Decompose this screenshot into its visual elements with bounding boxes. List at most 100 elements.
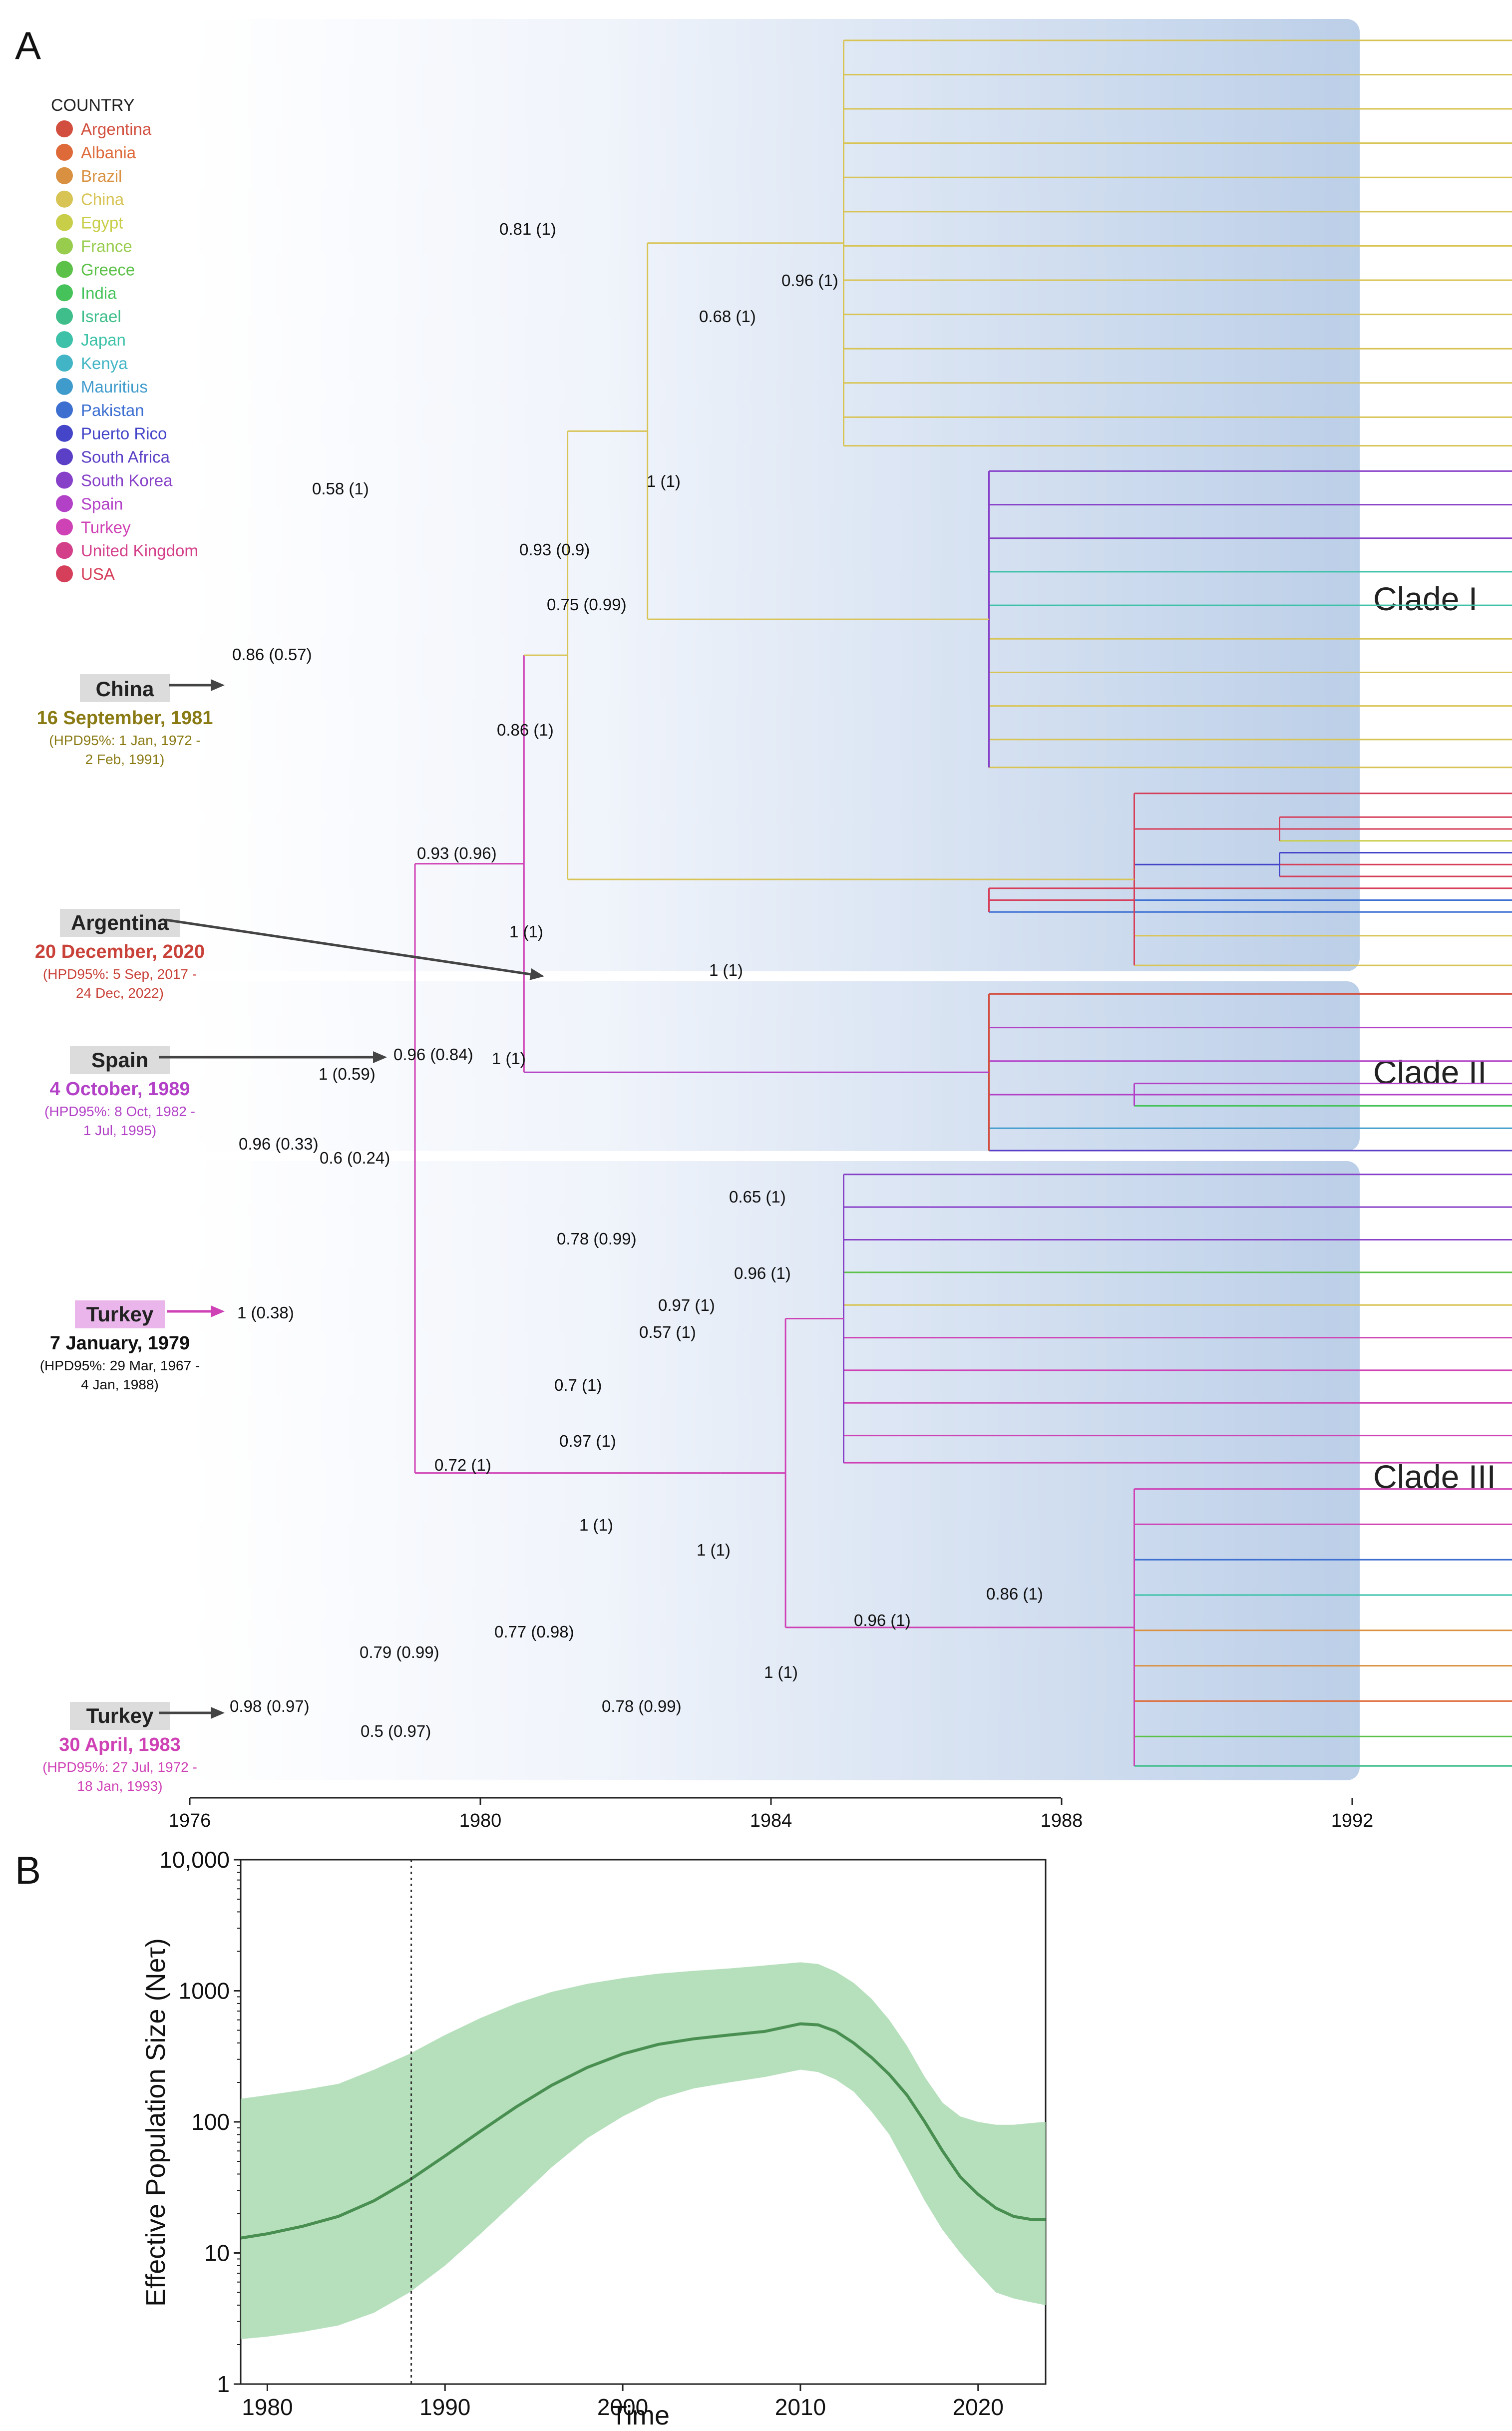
node-support-label: 0.96 (1)	[854, 1611, 911, 1629]
chart-x-ticks: 1980 1990 2000 2010 2020	[242, 2384, 1004, 2420]
country-legend: COUNTRY Argentina Albania Brazil China Egypt…	[51, 96, 198, 583]
node-support-label: 0.57 (1)	[639, 1323, 696, 1341]
callout-box	[70, 1702, 170, 1730]
panel-label-a: A	[15, 23, 41, 67]
callout-arrow-head	[373, 1051, 387, 1063]
chart-x-tick-label: 2020	[953, 2394, 1004, 2420]
chart-y-tick-label: 1	[217, 2371, 230, 2397]
legend-swatch	[56, 167, 73, 184]
callout-hpd-line-2: 1 Jul, 1995)	[83, 1123, 156, 1138]
callout-box	[70, 1046, 170, 1074]
node-support-label: 0.79 (0.99)	[360, 1643, 439, 1661]
node-support-label: 1 (1)	[579, 1516, 613, 1534]
legend-swatch	[56, 355, 73, 372]
node-support-label: 1 (0.59)	[319, 1065, 376, 1083]
legend-swatch	[56, 214, 73, 231]
callout-box	[75, 1300, 165, 1328]
clade-2-label: Clade II	[1373, 1054, 1487, 1091]
legend-label: India	[81, 284, 117, 302]
legend-items: Argentina Albania Brazil China Egypt France Gr…	[56, 120, 198, 583]
callout-hpd-line-2: 2 Feb, 1991)	[85, 752, 165, 767]
population-size-chart: 1 10 100 1000 10,000 1980 1990 2000 2010 2020 Ti…	[141, 1847, 1047, 2431]
node-support-label: 0.6 (0.24)	[320, 1149, 390, 1167]
node-support-label: 0.96 (0.33)	[239, 1135, 319, 1153]
chart-x-tick-label: 1990	[419, 2394, 470, 2420]
legend-swatch	[56, 401, 73, 418]
legend-swatch	[56, 237, 73, 255]
date-callouts: China 16 September, 1981 (HPD95%: 1 Jan, 1…	[35, 674, 544, 1794]
tree-axis-tick-label: 1992	[1331, 1810, 1374, 1831]
node-support-label: 0.58 (1)	[312, 479, 369, 498]
legend-swatch	[56, 331, 73, 349]
chart-y-axis-title: Effective Population Size (Neτ)	[141, 1938, 171, 2307]
node-support-label: 0.86 (1)	[986, 1585, 1043, 1603]
legend-label: Turkey	[81, 518, 131, 536]
date-callout: China 16 September, 1981 (HPD95%: 1 Jan, 1…	[37, 674, 225, 767]
legend-swatch	[56, 518, 73, 536]
node-support-label: 0.78 (0.99)	[557, 1229, 637, 1248]
legend-label: South Korea	[81, 471, 173, 490]
callout-name: Spain	[91, 1048, 148, 1072]
node-support-label: 0.75 (0.99)	[547, 595, 627, 614]
chart-y-tick-label: 10	[204, 2240, 230, 2266]
legend-swatch	[56, 308, 73, 325]
tree-branches	[414, 39, 1512, 1767]
node-support-label: 0.72 (1)	[434, 1456, 491, 1474]
legend-label: Pakistan	[81, 401, 144, 419]
callout-hpd-line-1: (HPD95%: 8 Oct, 1982 -	[44, 1104, 195, 1119]
legend-label: Puerto Rico	[81, 424, 167, 443]
node-support-label: 1 (1)	[764, 1663, 798, 1681]
tree-axis-ticks: 1976198019841988199219962000200420082012…	[169, 1798, 1374, 1831]
legend-swatch	[56, 261, 73, 278]
tree-axis-tick-label: 1984	[750, 1810, 792, 1831]
node-support-label: 1 (0.38)	[237, 1303, 294, 1322]
date-callout: Spain 4 October, 1989 (HPD95%: 8 Oct, 1982…	[44, 1046, 387, 1138]
legend-swatch	[56, 284, 73, 302]
node-support-label: 1 (1)	[509, 922, 543, 941]
node-support-label: 0.77 (0.98)	[494, 1622, 574, 1641]
legend-label: Israel	[81, 307, 121, 326]
callout-date: 7 January, 1979	[50, 1333, 190, 1354]
chart-y-tick-label: 1000	[179, 1978, 230, 2004]
legend-label: Greece	[81, 260, 135, 279]
date-callout: Argentina 20 December, 2020 (HPD95%: 5 Sep…	[35, 909, 544, 1001]
node-support-label: 0.93 (0.9)	[519, 540, 590, 559]
legend-label: Japan	[81, 331, 126, 349]
legend-swatch	[56, 143, 73, 161]
legend-label: France	[81, 237, 132, 256]
legend-label: Albania	[81, 143, 136, 162]
node-support-label: 0.97 (1)	[559, 1432, 616, 1450]
hpd-band-area	[241, 1962, 1046, 2340]
legend-swatch	[56, 565, 73, 583]
node-support-label: 0.65 (1)	[729, 1188, 786, 1206]
legend-swatch	[56, 448, 73, 465]
node-support-label: 1 (1)	[697, 1541, 731, 1559]
callout-date: 16 September, 1981	[37, 708, 213, 729]
callout-name: Argentina	[71, 911, 169, 934]
callout-arrow-head	[211, 1707, 225, 1719]
node-support-label: 0.5 (0.97)	[361, 1722, 431, 1740]
node-support-label: 1 (1)	[647, 472, 681, 490]
node-support-label: 0.97 (1)	[658, 1296, 715, 1314]
date-callout: Turkey 7 January, 1979 (HPD95%: 29 Mar, 19…	[40, 1300, 225, 1392]
node-support-label: 0.93 (0.96)	[417, 844, 497, 862]
legend-title: COUNTRY	[51, 96, 135, 115]
callout-box	[60, 909, 180, 937]
chart-y-tick-label: 10,000	[159, 1847, 230, 1873]
node-support-label: 0.96 (1)	[781, 271, 838, 290]
tree-axis-tick-label: 1988	[1041, 1810, 1083, 1831]
node-support-label: 0.86 (0.57)	[232, 645, 312, 664]
callout-name: China	[96, 677, 154, 701]
chart-x-tick-label: 2000	[597, 2394, 648, 2420]
callout-hpd-line-2: 4 Jan, 1988)	[81, 1377, 159, 1392]
legend-swatch	[56, 495, 73, 512]
chart-y-tick-label: 100	[191, 2109, 230, 2135]
tree-axis-tick-label: 1980	[459, 1810, 502, 1831]
legend-swatch	[56, 542, 73, 559]
legend-label: United Kingdom	[81, 541, 198, 560]
callout-date: 30 April, 1983	[59, 1734, 181, 1755]
date-callout: Turkey 30 April, 1983 (HPD95%: 27 Jul, 197…	[42, 1702, 225, 1794]
chart-x-axis-title: Time	[611, 2401, 670, 2431]
node-support-label: 0.7 (1)	[554, 1376, 602, 1394]
tree-node-labels: 0.81 (1) 0.96 (1) 0.68 (1) 1 (1) 0.58 (1) 0.9…	[230, 220, 1043, 1740]
